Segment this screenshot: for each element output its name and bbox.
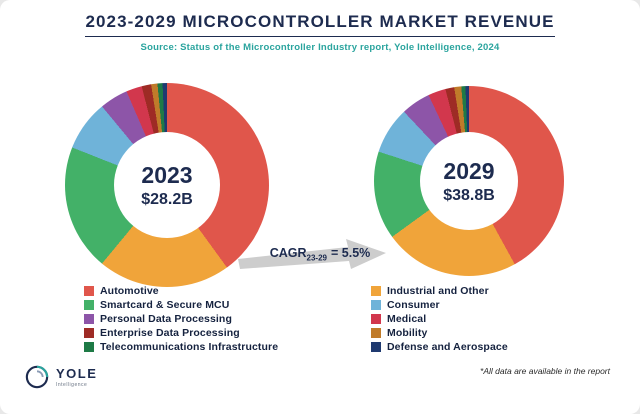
legend-column-left: Automotive Smartcard & Secure MCU Personal… (84, 285, 279, 354)
legend-label: Consumer (387, 299, 440, 312)
legend-swatch (371, 314, 381, 325)
donut-value-label-2023: $28.2B (141, 190, 193, 208)
legend-label: Smartcard & Secure MCU (100, 299, 230, 312)
legend-item: Smartcard & Secure MCU (84, 299, 278, 312)
legend-item: Enterprise Data Processing (84, 327, 278, 340)
cagr-annotation: CAGR23-29 = 5.5% (250, 246, 390, 263)
legend-label: Telecommunications Infrastructure (100, 341, 279, 354)
legend-label: Enterprise Data Processing (100, 327, 240, 340)
cagr-value: = 5.5% (331, 246, 371, 260)
legend-item: Medical (371, 313, 508, 326)
yole-logo: YOLE Intelligence (24, 364, 97, 390)
legend-swatch (84, 342, 94, 353)
donut-year-label-2029: 2029 (443, 157, 495, 184)
yole-logo-wordmark: YOLE (56, 366, 98, 381)
legend-item: Industrial and Other (371, 285, 508, 298)
legend-column-right: Industrial and Other Consumer Medical Mobil… (371, 285, 508, 354)
source-line: Source: Status of the Microcontroller In… (140, 42, 500, 53)
legend-swatch (371, 300, 381, 311)
yole-logo-icon (25, 365, 49, 389)
legend-item: Consumer (371, 299, 508, 312)
legend-item: Mobility (371, 327, 508, 340)
footnote: *All data are available in the report (480, 366, 610, 376)
yole-logo-subtext: Intelligence (56, 382, 88, 388)
growth-arrow-icon (238, 239, 386, 269)
legend-item: Telecommunications Infrastructure (84, 341, 279, 354)
yole-logo-text: YOLE Intelligence (56, 366, 97, 388)
donut-value-label-2029: $38.8B (443, 186, 495, 204)
cagr-prefix: CAGR (269, 246, 307, 260)
legend-label: Mobility (387, 327, 428, 340)
page-title: 2023-2029 MICROCONTROLLER MARKET REVENUE (85, 12, 555, 37)
legend-item: Defense and Aerospace (371, 341, 508, 354)
legend-swatch (84, 286, 94, 297)
donut-chart-2023: 2023 $28.2B (65, 83, 269, 287)
header: 2023-2029 MICROCONTROLLER MARKET REVENUE… (0, 12, 640, 53)
legend-item: Personal Data Processing (84, 313, 278, 326)
legend-swatch (371, 342, 381, 353)
legend-label: Personal Data Processing (100, 313, 232, 326)
donut-center-2023: 2023 $28.2B (113, 131, 221, 239)
legend-swatch (371, 328, 381, 339)
legend-swatch (84, 328, 94, 339)
legend-item: Automotive (84, 285, 278, 298)
legend-label: Automotive (100, 285, 159, 298)
cagr-subscript: 23-29 (306, 253, 327, 263)
legend-label: Defense and Aerospace (387, 341, 508, 354)
donut-chart-2029: 2029 $38.8B (374, 86, 564, 276)
legend-label: Industrial and Other (387, 285, 489, 298)
legend-label: Medical (387, 313, 427, 326)
legend-swatch (84, 300, 94, 311)
legend-swatch (371, 286, 381, 297)
donut-center-2029: 2029 $38.8B (419, 131, 519, 231)
donut-year-label-2023: 2023 (141, 161, 193, 188)
legend-swatch (84, 314, 94, 325)
